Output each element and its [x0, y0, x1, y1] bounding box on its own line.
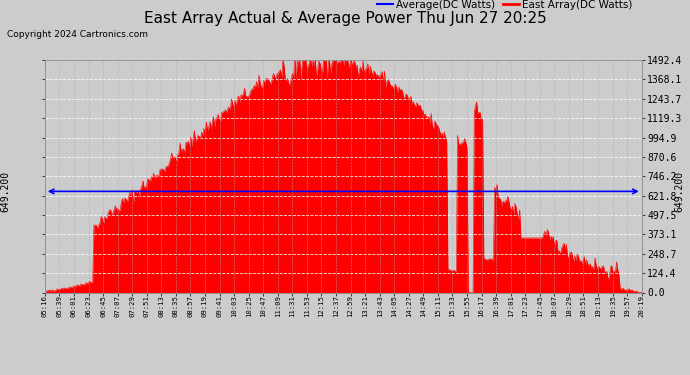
Text: East Array Actual & Average Power Thu Jun 27 20:25: East Array Actual & Average Power Thu Ju… [144, 11, 546, 26]
Text: 649.200: 649.200 [675, 171, 684, 212]
Text: Copyright 2024 Cartronics.com: Copyright 2024 Cartronics.com [7, 30, 148, 39]
Legend: Average(DC Watts), East Array(DC Watts): Average(DC Watts), East Array(DC Watts) [373, 0, 636, 14]
Text: 649.200: 649.200 [1, 171, 10, 212]
